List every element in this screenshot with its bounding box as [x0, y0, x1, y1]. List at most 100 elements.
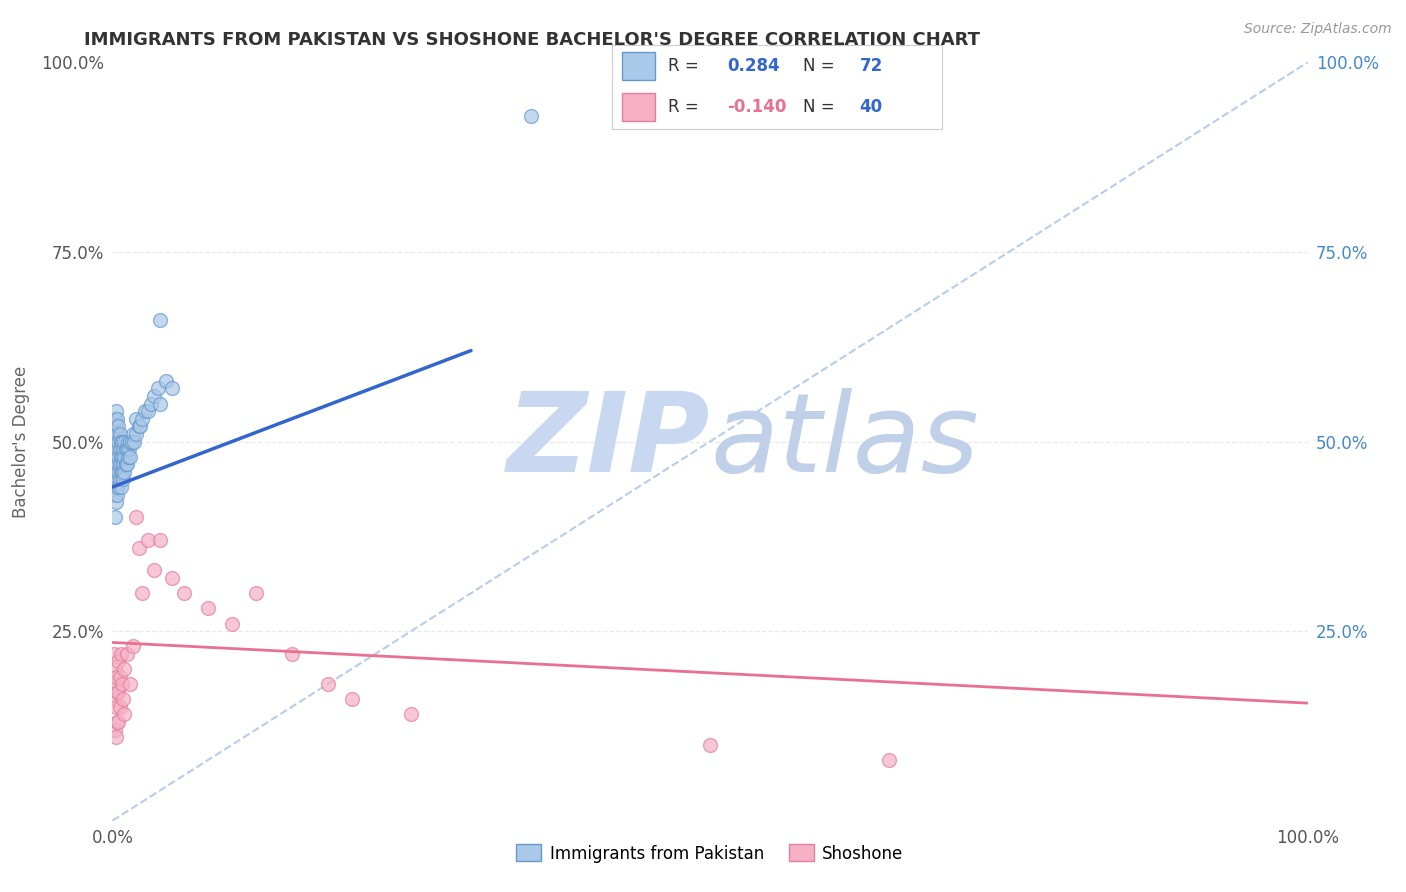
- Point: [105, 419, 128, 434]
- Point: [162, 382, 183, 396]
- Point: [107, 465, 129, 479]
- Point: [879, 753, 901, 767]
- Point: [107, 685, 129, 699]
- Point: [105, 487, 128, 501]
- Point: [118, 442, 141, 457]
- Point: [107, 715, 129, 730]
- Point: [104, 465, 127, 479]
- Point: [197, 601, 219, 615]
- Point: [149, 396, 172, 410]
- Point: [121, 427, 143, 442]
- Point: [112, 442, 135, 457]
- Point: [112, 458, 135, 472]
- Point: [149, 533, 172, 548]
- Point: [110, 434, 132, 449]
- Point: [104, 450, 127, 464]
- Text: R =: R =: [668, 98, 699, 116]
- Point: [146, 382, 169, 396]
- Point: [105, 458, 128, 472]
- Point: [128, 541, 150, 555]
- Legend: Immigrants from Pakistan, Shoshone: Immigrants from Pakistan, Shoshone: [510, 838, 910, 869]
- Point: [340, 692, 363, 706]
- Point: [107, 450, 129, 464]
- Point: [107, 434, 129, 449]
- Point: [121, 639, 143, 653]
- Point: [103, 647, 125, 661]
- Point: [120, 677, 142, 691]
- Point: [110, 465, 132, 479]
- Point: [105, 404, 128, 418]
- Point: [104, 412, 127, 426]
- Point: [108, 473, 131, 487]
- Point: [138, 404, 160, 418]
- Text: R =: R =: [668, 57, 699, 75]
- Point: [401, 707, 423, 722]
- Bar: [621, 93, 655, 120]
- Point: [110, 647, 132, 661]
- Point: [104, 487, 127, 501]
- Point: [520, 108, 543, 122]
- Point: [104, 510, 127, 524]
- Point: [143, 564, 166, 578]
- Point: [114, 707, 135, 722]
- Point: [221, 616, 243, 631]
- Text: ZIP: ZIP: [506, 388, 710, 495]
- Point: [131, 586, 153, 600]
- Point: [105, 434, 128, 449]
- Point: [114, 442, 136, 457]
- Point: [138, 533, 160, 548]
- Bar: [621, 53, 655, 80]
- Point: [103, 677, 125, 691]
- Point: [110, 480, 132, 494]
- Text: atlas: atlas: [710, 388, 979, 495]
- Point: [114, 662, 135, 676]
- Point: [105, 412, 128, 426]
- Point: [104, 723, 127, 737]
- Point: [105, 442, 128, 457]
- Point: [108, 699, 131, 714]
- Point: [245, 586, 267, 600]
- Point: [103, 480, 125, 494]
- Point: [111, 465, 134, 479]
- Text: 0.284: 0.284: [727, 57, 780, 75]
- Point: [111, 434, 134, 449]
- Point: [108, 427, 131, 442]
- Point: [143, 389, 166, 403]
- Point: [139, 396, 162, 410]
- Point: [115, 647, 138, 661]
- Point: [125, 427, 148, 442]
- Text: 40: 40: [859, 98, 883, 116]
- Point: [107, 480, 129, 494]
- Point: [105, 730, 128, 744]
- Point: [105, 699, 128, 714]
- Point: [105, 669, 128, 683]
- Point: [104, 427, 127, 442]
- Point: [699, 738, 721, 752]
- Point: [122, 434, 145, 449]
- Point: [281, 647, 304, 661]
- Text: IMMIGRANTS FROM PAKISTAN VS SHOSHONE BACHELOR'S DEGREE CORRELATION CHART: IMMIGRANTS FROM PAKISTAN VS SHOSHONE BAC…: [84, 31, 980, 49]
- Point: [114, 434, 135, 449]
- Point: [104, 692, 127, 706]
- Point: [105, 465, 128, 479]
- Point: [108, 669, 131, 683]
- Point: [129, 419, 152, 434]
- Point: [110, 450, 132, 464]
- Point: [105, 473, 128, 487]
- Point: [105, 715, 128, 730]
- Point: [108, 458, 131, 472]
- Point: [111, 677, 134, 691]
- Point: [107, 655, 129, 669]
- Point: [104, 662, 127, 676]
- Point: [114, 458, 136, 472]
- Point: [105, 427, 128, 442]
- Text: N =: N =: [803, 57, 835, 75]
- Point: [155, 374, 177, 388]
- Point: [105, 450, 128, 464]
- Point: [134, 404, 156, 418]
- Point: [105, 480, 128, 494]
- Y-axis label: Bachelor's Degree: Bachelor's Degree: [13, 366, 30, 517]
- Point: [125, 412, 148, 426]
- Point: [108, 442, 131, 457]
- Text: N =: N =: [803, 98, 835, 116]
